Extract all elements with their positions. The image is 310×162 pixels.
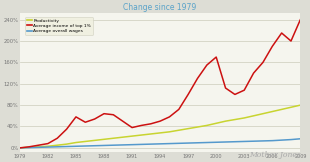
Text: Mother Jones: Mother Jones xyxy=(249,151,301,159)
Title: Change since 1979: Change since 1979 xyxy=(123,3,197,12)
Legend: Productivity, Average income of top 1%, Average overall wages: Productivity, Average income of top 1%, … xyxy=(25,17,93,35)
